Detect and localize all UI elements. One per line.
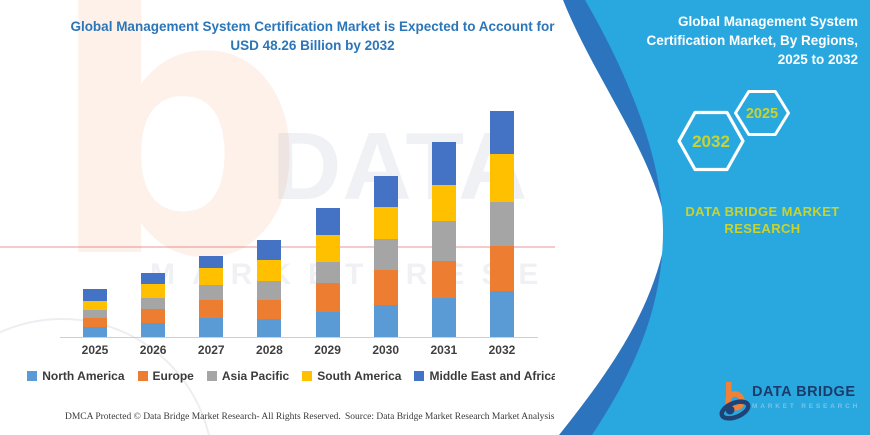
bar-2029-segment-middle-east-and-africa xyxy=(315,207,340,236)
bar-2026-segment-europe xyxy=(141,308,166,323)
bar-2026-segment-middle-east-and-africa xyxy=(141,272,166,284)
legend-item-north-america: North America xyxy=(27,369,125,383)
bar-2031-segment-asia-pacific xyxy=(431,221,456,261)
bar-2031-segment-middle-east-and-africa xyxy=(431,141,456,185)
x-axis-label-2029: 2029 xyxy=(314,343,341,357)
legend-marker-icon xyxy=(206,371,217,381)
source-note: Source: Data Bridge Market Research Mark… xyxy=(345,412,601,422)
bar-2027-segment-south-america xyxy=(199,267,224,285)
bar-2028 xyxy=(257,239,282,337)
hexagon-2025 xyxy=(734,90,790,136)
bar-2030-segment-south-america xyxy=(373,207,398,239)
legend-marker-icon xyxy=(137,371,148,381)
bar-2028-segment-north-america xyxy=(257,319,282,337)
x-axis-line xyxy=(60,337,538,338)
bar-2027 xyxy=(199,255,224,337)
chart-title-line1: Global Management System Certification M… xyxy=(70,19,555,34)
x-axis-label-2032: 2032 xyxy=(488,343,516,357)
legend-marker-icon xyxy=(414,371,425,381)
x-axis-labels: 2025 2026 2027 2028 2029 2030 2031 2032 xyxy=(0,343,585,359)
x-axis-label-2031: 2031 xyxy=(430,343,458,357)
databridge-logo-icon xyxy=(719,382,751,421)
panel-brand-line1: DATA BRIDGE MARKET xyxy=(685,204,840,219)
dmca-notice: DMCA Protected © Data Bridge Market Rese… xyxy=(65,412,341,422)
x-axis-label-2028: 2028 xyxy=(256,343,283,357)
bar-2026 xyxy=(141,272,166,337)
bar-2031 xyxy=(431,141,456,337)
bar-2027-segment-middle-east-and-africa xyxy=(199,255,224,268)
bar-2030-segment-north-america xyxy=(373,304,398,337)
panel-heading-line3: 2025 to 2032 xyxy=(777,52,858,67)
bar-2025 xyxy=(83,289,107,337)
bar-2028-segment-middle-east-and-africa xyxy=(257,239,282,261)
legend-label: Asia Pacific xyxy=(221,369,290,383)
bar-2026-segment-north-america xyxy=(141,323,166,337)
bar-2028-segment-europe xyxy=(257,300,282,320)
logo-wordmark: DATA BRIDGE MARKET RESEARCH xyxy=(752,384,867,410)
bar-2029-segment-europe xyxy=(315,282,340,313)
legend-label: Europe xyxy=(152,369,194,383)
legend-item-south-america: South America xyxy=(302,369,401,383)
bar-2031-segment-europe xyxy=(431,260,456,299)
legend-item-asia-pacific: Asia Pacific xyxy=(206,369,290,383)
logo-name: DATA BRIDGE xyxy=(752,384,856,400)
bar-2027-segment-europe xyxy=(199,299,224,318)
bar-2030-segment-europe xyxy=(373,269,398,305)
legend-marker-icon xyxy=(27,371,38,381)
bar-2025-segment-north-america xyxy=(83,327,107,337)
bar-2032-segment-middle-east-and-africa xyxy=(489,110,514,154)
panel-brand-text: DATA BRIDGE MARKET RESEARCH xyxy=(640,203,870,237)
right-panel-graphic: 2032 2025 xyxy=(555,0,870,435)
bar-2025-segment-europe xyxy=(83,318,107,328)
bar-2032-segment-asia-pacific xyxy=(489,201,514,246)
plot-area xyxy=(83,110,514,337)
bar-2025-segment-asia-pacific xyxy=(83,310,107,319)
bar-2031-segment-north-america xyxy=(431,298,456,337)
panel-brand-line2: RESEARCH xyxy=(724,221,801,236)
bar-2026-segment-south-america xyxy=(141,283,166,298)
hexagon-2032-label: 2032 xyxy=(692,132,730,151)
x-axis-label-2025: 2025 xyxy=(81,343,109,357)
bar-2029 xyxy=(315,207,340,337)
bar-2027-segment-asia-pacific xyxy=(199,284,224,300)
bar-2025-segment-middle-east-and-africa xyxy=(83,289,107,301)
hexagon-2032 xyxy=(677,110,745,172)
chart-legend: North America Europe Asia Pacific South Ame… xyxy=(0,369,585,383)
bar-2029-segment-north-america xyxy=(315,312,340,337)
chart-title: Global Management System Certification M… xyxy=(40,17,585,55)
panel-heading: Global Management System Certification M… xyxy=(600,12,858,69)
legend-label: North America xyxy=(42,369,125,383)
bar-2025-segment-south-america xyxy=(83,300,107,311)
bar-2031-segment-south-america xyxy=(431,184,456,222)
bar-2029-segment-south-america xyxy=(315,235,340,263)
legend-marker-icon xyxy=(302,371,313,381)
legend-item-middle-east-and-africa: Middle East and Africa xyxy=(414,369,558,383)
bar-2032-segment-south-america xyxy=(489,153,514,202)
bar-2032-segment-north-america xyxy=(489,291,514,337)
x-axis-label-2027: 2027 xyxy=(197,343,225,357)
panel-heading-line1: Global Management System xyxy=(677,14,858,29)
bar-2027-segment-north-america xyxy=(199,317,224,337)
legend-label: South America xyxy=(317,369,402,383)
bar-2029-segment-asia-pacific xyxy=(315,262,340,283)
panel-blue-shape xyxy=(585,0,870,435)
bar-2032 xyxy=(489,110,514,337)
legend-label: Middle East and Africa xyxy=(429,369,558,383)
bar-2032-segment-europe xyxy=(489,245,514,292)
legend-item-europe: Europe xyxy=(137,369,194,383)
bar-2030-segment-middle-east-and-africa xyxy=(373,175,398,208)
bar-2030-segment-asia-pacific xyxy=(373,238,398,270)
hexagon-2025-label: 2025 xyxy=(746,106,778,122)
bar-2028-segment-asia-pacific xyxy=(257,280,282,301)
logo-tagline: MARKET RESEARCH xyxy=(752,403,861,410)
watermark-underline xyxy=(0,246,585,248)
bar-2030 xyxy=(373,175,398,337)
x-axis-label-2030: 2030 xyxy=(372,343,400,357)
bar-2026-segment-asia-pacific xyxy=(141,297,166,309)
bar-2028-segment-south-america xyxy=(257,260,282,281)
x-axis-label-2026: 2026 xyxy=(139,343,167,357)
chart-title-line2: USD 48.26 Billion by 2032 xyxy=(230,38,395,53)
panel-heading-line2: Certification Market, By Regions, xyxy=(646,33,858,48)
